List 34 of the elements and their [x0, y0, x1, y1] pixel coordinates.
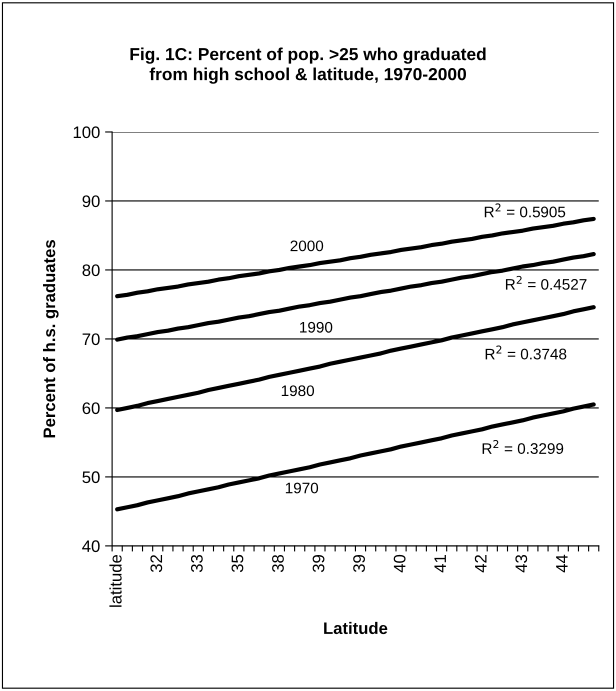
series-label: 2000: [290, 240, 324, 252]
annotation: R$^{2}$ = 0.3299: [482, 440, 564, 454]
x-tick-label: 40: [394, 554, 406, 572]
x-tick-label: 32: [150, 555, 162, 572]
y-axis-title: Percent of h.s. graduates: [43, 240, 59, 438]
chart-title: Fig. 1C: Percent of pop. >25 who graduated from high school & latitude, 1970-2000: [130, 48, 486, 84]
line-series: [115, 402, 596, 512]
y-tick-label: 80: [82, 264, 100, 276]
x-tick-label: 39: [353, 555, 365, 572]
x-tick-label: 41: [434, 555, 446, 572]
line-series: [115, 216, 596, 298]
annotation: R$^{2}$ = 0.3748: [486, 346, 566, 360]
x-tick-label: 43: [515, 554, 528, 572]
line-series: [115, 305, 596, 412]
x-tick-label: 44: [556, 554, 568, 572]
y-tick-label: 100: [74, 126, 100, 138]
annotation: R$^{2}$ = 0.5905: [484, 203, 566, 218]
series-label: 1970: [286, 482, 318, 494]
x-tick-label: latitude: [109, 554, 122, 607]
series-label: 1980: [282, 385, 314, 396]
series-label: 1990: [300, 322, 332, 333]
y-tick-label: 70: [82, 333, 100, 346]
annotation: R$^{2}$ = 0.4527: [506, 276, 586, 290]
y-tick-label: 60: [82, 402, 100, 414]
x-tick-label: 42: [474, 555, 486, 572]
x-tick-label: 35: [232, 554, 244, 572]
x-tick-label: 39: [312, 555, 324, 572]
x-axis-title: Latitude: [324, 622, 388, 634]
x-tick-label: 38: [272, 554, 284, 572]
line-series: [115, 252, 596, 342]
x-tick-label: 33: [190, 554, 203, 572]
y-tick-label: 90: [82, 195, 100, 208]
y-tick-label: 40: [82, 540, 100, 552]
y-tick-label: 50: [82, 471, 100, 484]
